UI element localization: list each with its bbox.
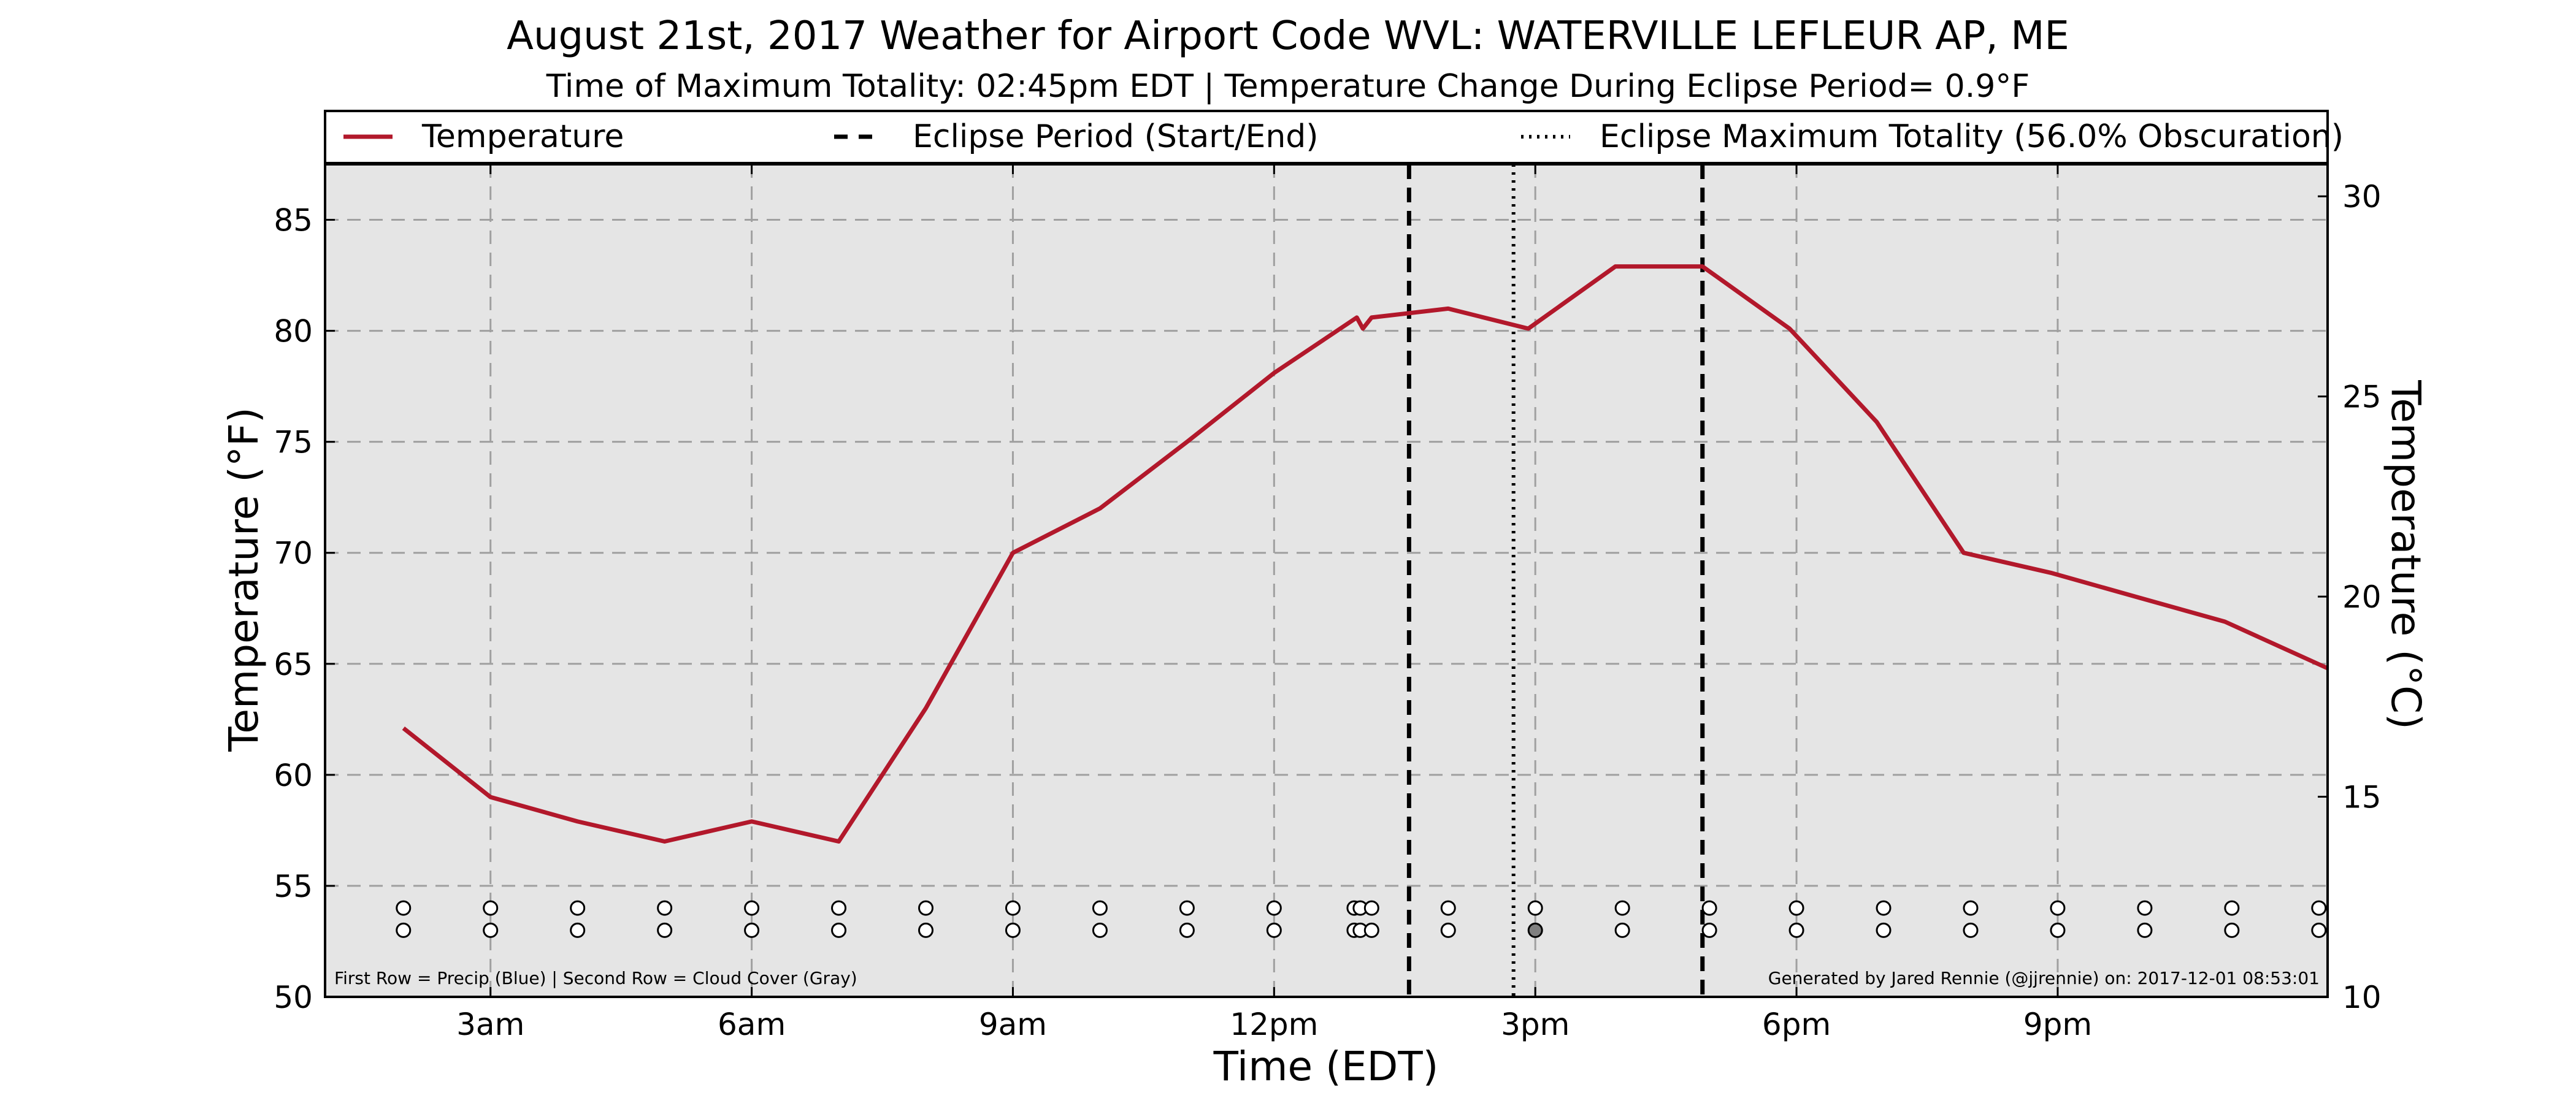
cloud-marker xyxy=(1876,922,1892,938)
precip-marker xyxy=(1440,900,1456,916)
y-tick-label: 55 xyxy=(274,869,313,904)
footnote-left: First Row = Precip (Blue) | Second Row =… xyxy=(334,968,857,988)
precip-marker xyxy=(1179,900,1195,916)
precip-marker xyxy=(657,900,673,916)
y-tick-label: 80 xyxy=(274,314,313,349)
legend-temperature-label: Temperature xyxy=(421,118,624,155)
y-tick-label: 75 xyxy=(274,425,313,460)
cloud-marker xyxy=(1614,922,1630,938)
y-tick-label: 50 xyxy=(274,980,313,1015)
x-tick-label: 9pm xyxy=(2023,1007,2092,1042)
precip-marker xyxy=(1963,900,1979,916)
precip-marker xyxy=(1092,900,1108,916)
precip-marker xyxy=(483,900,499,916)
precip-marker xyxy=(1876,900,1892,916)
cloud-marker xyxy=(1179,922,1195,938)
precip-marker xyxy=(1788,900,1804,916)
footnote-right: Generated by Jared Rennie (@jjrennie) on… xyxy=(1768,968,2320,988)
y2-tick-label: 25 xyxy=(2342,379,2382,415)
cloud-marker xyxy=(2224,922,2240,938)
precip-marker xyxy=(2311,900,2327,916)
x-tick-label: 12pm xyxy=(1230,1007,1318,1042)
grid xyxy=(325,164,2328,997)
cloud-marker xyxy=(2311,922,2327,938)
precip-marker xyxy=(1701,900,1717,916)
cloud-marker xyxy=(483,922,499,938)
precip-marker xyxy=(396,900,412,916)
precip-marker xyxy=(2224,900,2240,916)
cloud-marker xyxy=(1266,922,1282,938)
y-tick-label: 70 xyxy=(274,536,313,571)
precip-marker xyxy=(1363,900,1379,916)
precip-marker xyxy=(918,900,933,916)
precip-marker xyxy=(1266,900,1282,916)
cloud-marker xyxy=(831,922,847,938)
eclipse-lines xyxy=(1406,164,1705,997)
cloud-marker xyxy=(396,922,412,938)
cloud-marker xyxy=(1440,922,1456,938)
cloud-marker xyxy=(1092,922,1108,938)
cloud-marker xyxy=(918,922,933,938)
precip-marker xyxy=(744,900,760,916)
y-axis-right: 10 15 20 25 30 xyxy=(2318,179,2382,1015)
cloud-marker xyxy=(657,922,673,938)
legend-box xyxy=(324,110,2329,164)
markers xyxy=(396,900,2327,938)
x-tick-label: 6pm xyxy=(1762,1007,1831,1042)
precip-marker xyxy=(570,900,586,916)
cloud-marker xyxy=(1527,922,1543,938)
cloud-marker xyxy=(744,922,760,938)
precip-marker xyxy=(1005,900,1021,916)
chart-subtitle: Time of Maximum Totality: 02:45pm EDT | … xyxy=(546,68,2030,105)
y-tick-label: 65 xyxy=(274,647,313,682)
x-tick-label: 9am xyxy=(979,1007,1047,1042)
series-layer xyxy=(402,264,2329,844)
y-axis-left: 50 55 60 65 70 75 80 85 xyxy=(274,203,335,1015)
y-tick-label: 60 xyxy=(274,758,313,793)
legend: Temperature Eclipse Period (Start/End) E… xyxy=(324,110,2344,164)
plot-frame xyxy=(324,163,2329,998)
y2-tick-label: 15 xyxy=(2342,780,2382,815)
cloud-marker xyxy=(1363,922,1379,938)
x-tick-label: 3am xyxy=(456,1007,524,1042)
legend-eclipse-max-label: Eclipse Maximum Totality (56.0% Obscurat… xyxy=(1600,118,2344,155)
precip-marker xyxy=(2050,900,2066,916)
y-axis-label-left: Temperature (°F) xyxy=(220,407,267,752)
x-axis-label: Time (EDT) xyxy=(1213,1043,1439,1090)
cloud-marker xyxy=(2137,922,2153,938)
plot-area xyxy=(325,164,2328,997)
legend-eclipse-period-label: Eclipse Period (Start/End) xyxy=(913,118,1319,155)
precip-marker xyxy=(1527,900,1543,916)
cloud-marker xyxy=(570,922,586,938)
cloud-marker xyxy=(1788,922,1804,938)
chart-title: August 21st, 2017 Weather for Airport Co… xyxy=(507,13,2069,59)
y-axis-label-right: Temperature (°C) xyxy=(2382,379,2429,730)
y2-tick-label: 10 xyxy=(2342,980,2382,1015)
temperature-line xyxy=(402,264,2329,844)
y-tick-label: 85 xyxy=(274,203,313,238)
x-axis: 3am 6am 9am 12pm 3pm 6pm 9pm xyxy=(456,164,2092,1042)
x-tick-label: 3pm xyxy=(1501,1007,1570,1042)
precip-marker xyxy=(2137,900,2153,916)
cloud-marker xyxy=(2050,922,2066,938)
y2-tick-label: 20 xyxy=(2342,579,2382,615)
precip-marker xyxy=(1614,900,1630,916)
cloud-marker xyxy=(1963,922,1979,938)
cloud-marker xyxy=(1701,922,1717,938)
cloud-marker xyxy=(1005,922,1021,938)
precip-marker xyxy=(831,900,847,916)
x-tick-label: 6am xyxy=(718,1007,786,1042)
y2-tick-label: 30 xyxy=(2342,179,2382,215)
